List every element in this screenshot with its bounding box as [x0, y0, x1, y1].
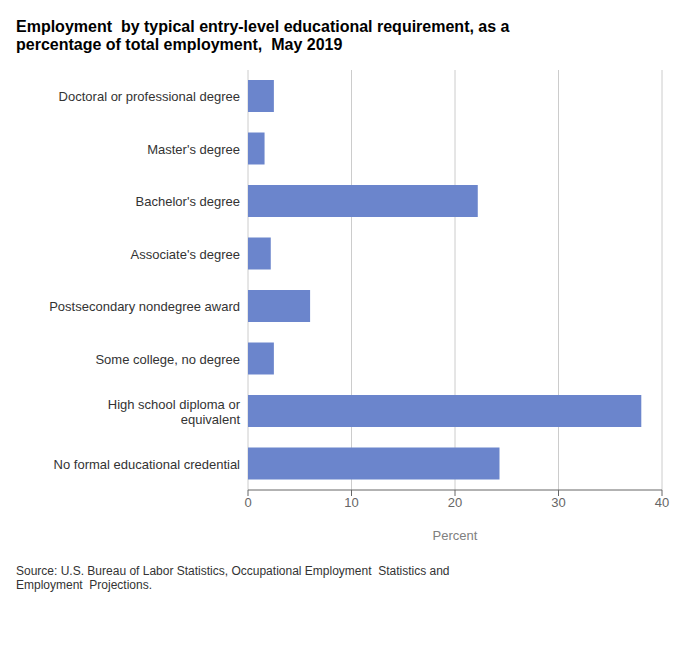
- html-text:Source: U.S. Bureau of Labor S: Source: U.S. Bureau of Labor Statistics,…: [16, 564, 450, 578]
- svg-text:10: 10: [344, 495, 358, 510]
- svg-text:No formal educational credenti: No formal educational credential: [54, 456, 241, 471]
- svg-text:Associate's degree: Associate's degree: [131, 246, 240, 261]
- html-text:Employment Projections.: Employment Projections.: [16, 578, 153, 592]
- html-text:Employment by typical entry-le: Employment by typical entry-level educat…: [16, 18, 510, 35]
- svg-text:Master's degree: Master's degree: [147, 141, 240, 156]
- svg-text:High school diploma or equ: High school diploma or equivalent: [108, 396, 241, 426]
- svg-text:Some college, no degree: Some college, no degree: [95, 351, 240, 366]
- svg-text:0: 0: [244, 495, 251, 510]
- html-text:percentage of total employment: percentage of total employment, May 2019: [16, 36, 343, 53]
- svg-text:Postsecondary nondegree award: Postsecondary nondegree award: [49, 299, 240, 314]
- svg-text:Percent: Percent: [433, 528, 478, 543]
- svg-text:20: 20: [448, 495, 462, 510]
- svg-text:Doctoral or professional degre: Doctoral or professional degree: [59, 89, 240, 104]
- svg-text:40: 40: [655, 495, 669, 510]
- svg-text:Bachelor's degree: Bachelor's degree: [136, 194, 240, 209]
- svg-text:30: 30: [551, 495, 565, 510]
